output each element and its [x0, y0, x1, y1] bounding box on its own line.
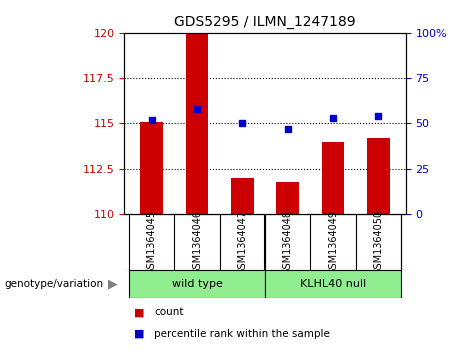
Text: ■: ■ — [134, 329, 144, 339]
Bar — [129, 270, 265, 298]
Text: ■: ■ — [134, 307, 144, 317]
Text: GSM1364046: GSM1364046 — [192, 210, 202, 275]
Text: GSM1364045: GSM1364045 — [147, 210, 157, 275]
Text: GSM1364050: GSM1364050 — [373, 210, 384, 275]
Text: percentile rank within the sample: percentile rank within the sample — [154, 329, 331, 339]
Bar — [265, 270, 401, 298]
Bar — [140, 122, 163, 214]
Bar — [277, 182, 299, 214]
Bar — [186, 33, 208, 214]
Text: GSM1364048: GSM1364048 — [283, 210, 293, 275]
Text: GSM1364047: GSM1364047 — [237, 210, 248, 275]
Bar — [367, 138, 390, 214]
Text: GSM1364049: GSM1364049 — [328, 210, 338, 275]
Text: ▶: ▶ — [108, 278, 118, 290]
Text: wild type: wild type — [171, 279, 223, 289]
Bar — [231, 178, 254, 214]
Text: count: count — [154, 307, 184, 317]
Title: GDS5295 / ILMN_1247189: GDS5295 / ILMN_1247189 — [174, 15, 356, 29]
Text: KLHL40 null: KLHL40 null — [300, 279, 366, 289]
Text: genotype/variation: genotype/variation — [5, 279, 104, 289]
Bar — [322, 142, 344, 214]
